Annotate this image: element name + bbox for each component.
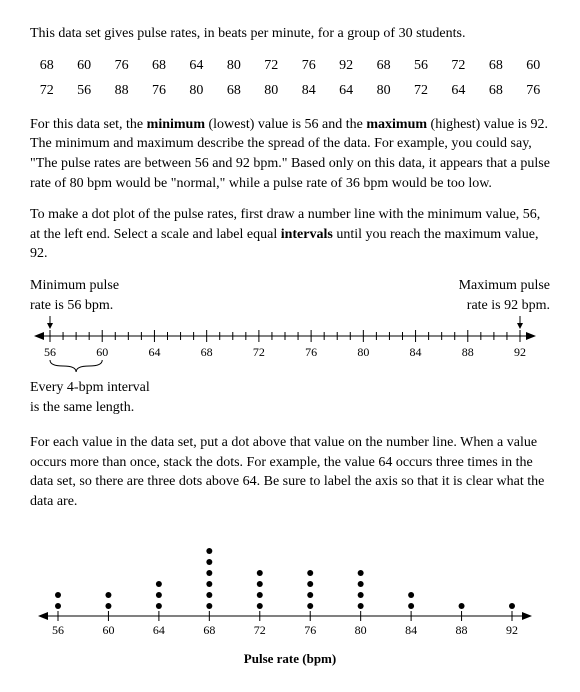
data-cell: 72 <box>255 56 288 76</box>
p2a: For this data set, the <box>30 117 147 132</box>
data-cell: 76 <box>105 56 138 76</box>
data-cell: 80 <box>255 81 288 101</box>
data-cell: 56 <box>404 56 437 76</box>
svg-text:76: 76 <box>305 345 317 359</box>
svg-text:64: 64 <box>148 345 160 359</box>
paragraph-minmax: For this data set, the minimum (lowest) … <box>30 115 550 193</box>
data-cell: 72 <box>30 81 63 101</box>
p2d: maximum <box>366 117 427 132</box>
svg-text:68: 68 <box>201 345 213 359</box>
data-cell: 68 <box>217 81 250 101</box>
min-annot-2: rate is 56 bpm. <box>30 298 113 313</box>
svg-text:72: 72 <box>253 345 265 359</box>
p2b: minimum <box>147 117 205 132</box>
intro-text: This data set gives pulse rates, in beat… <box>30 24 550 44</box>
data-table: 6860766864807276926856726860725688768068… <box>30 56 550 101</box>
p3b: intervals <box>281 227 333 242</box>
data-cell: 68 <box>479 81 512 101</box>
max-annot-2: rate is 92 bpm. <box>467 298 550 313</box>
data-cell: 56 <box>67 81 100 101</box>
data-cell: 80 <box>180 81 213 101</box>
min-annotation: Minimum pulse rate is 56 bpm. <box>30 276 119 315</box>
paragraph-dotplot: For each value in the data set, put a do… <box>30 433 550 511</box>
svg-text:80: 80 <box>357 345 369 359</box>
dotplot-axis-label: Pulse rate (bpm) <box>30 650 550 668</box>
svg-text:84: 84 <box>410 345 422 359</box>
data-cell: 64 <box>442 81 475 101</box>
data-cell: 64 <box>329 81 362 101</box>
max-annot-1: Maximum pulse <box>459 278 550 293</box>
data-cell: 68 <box>30 56 63 76</box>
data-cell: 68 <box>367 56 400 76</box>
data-cell: 68 <box>142 56 175 76</box>
svg-text:60: 60 <box>96 345 108 359</box>
data-cell: 60 <box>517 56 550 76</box>
dotplot: 56606468727680848892 <box>30 524 540 648</box>
data-cell: 64 <box>180 56 213 76</box>
max-annotation: Maximum pulse rate is 92 bpm. <box>459 276 550 315</box>
svg-text:92: 92 <box>514 345 526 359</box>
data-cell: 88 <box>105 81 138 101</box>
data-cell: 68 <box>479 56 512 76</box>
min-annot-1: Minimum pulse <box>30 278 119 293</box>
data-cell: 92 <box>329 56 362 76</box>
interval-annotation: Every 4-bpm interval is the same length. <box>30 378 550 417</box>
data-cell: 80 <box>217 56 250 76</box>
interval-annot-2: is the same length. <box>30 400 134 415</box>
svg-text:56: 56 <box>44 345 56 359</box>
numberline-annotations: Minimum pulse rate is 56 bpm. Maximum pu… <box>30 276 550 316</box>
data-cell: 76 <box>517 81 550 101</box>
data-cell: 76 <box>292 56 325 76</box>
data-cell: 72 <box>404 81 437 101</box>
data-cell: 80 <box>367 81 400 101</box>
p2c: (lowest) value is 56 and the <box>205 117 366 132</box>
numberline: 56 60 64 68 72 76 80 84 88 92 <box>30 316 540 376</box>
data-cell: 76 <box>142 81 175 101</box>
paragraph-intervals: To make a dot plot of the pulse rates, f… <box>30 205 550 264</box>
data-cell: 72 <box>442 56 475 76</box>
svg-text:88: 88 <box>462 345 474 359</box>
interval-annot-1: Every 4-bpm interval <box>30 380 150 395</box>
data-cell: 84 <box>292 81 325 101</box>
data-cell: 60 <box>67 56 100 76</box>
